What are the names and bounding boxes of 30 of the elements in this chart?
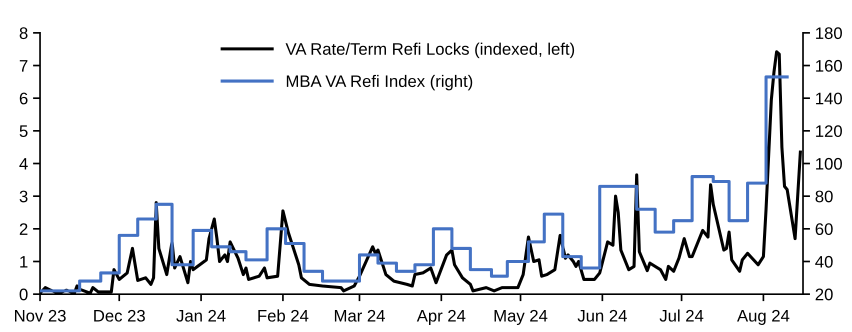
x-tick-label: May 24 (494, 310, 548, 325)
y-tick-label: 3 (20, 190, 28, 202)
y2-tick-label: 100 (816, 158, 842, 170)
y-tick-label: 7 (20, 60, 28, 72)
x-tick-label: Mar 24 (334, 310, 385, 322)
y-tick-label: 1 (20, 256, 28, 268)
y2-tick-label: 60 (816, 223, 833, 236)
y2-tick-label: 180 (816, 27, 842, 40)
legend-label: MBA VA Refi Index (right) (286, 74, 472, 90)
y-tick-label: 5 (20, 125, 28, 138)
x-tick-label: Aug 24 (737, 310, 790, 325)
y2-tick-label: 160 (816, 60, 842, 72)
y2-tick-label: 80 (816, 190, 833, 202)
y-tick-label: 0 (20, 288, 28, 300)
x-tick-label: Jan 24 (176, 310, 226, 322)
y2-tick-label: 40 (815, 256, 833, 268)
x-tick-label: Jun 24 (578, 310, 627, 322)
x-tick-label: Jul 24 (660, 309, 704, 322)
legend-label: VA Rate/Term Refi Locks (indexed, left) (286, 42, 574, 58)
y-tick-label: 4 (19, 158, 28, 170)
y-tick-label: 8 (20, 27, 28, 40)
y-tick-label: 2 (20, 223, 28, 235)
y2-tick-label: 20 (816, 288, 833, 300)
x-tick-label: Dec 23 (94, 310, 145, 322)
x-tick-label: Nov 23 (15, 310, 66, 322)
y-tick-label: 6 (20, 92, 28, 104)
x-tick-label: Apr 24 (416, 310, 466, 325)
y2-tick-label: 120 (816, 125, 842, 138)
x-tick-label: Feb 24 (258, 309, 308, 322)
y2-tick-label: 140 (816, 92, 842, 104)
